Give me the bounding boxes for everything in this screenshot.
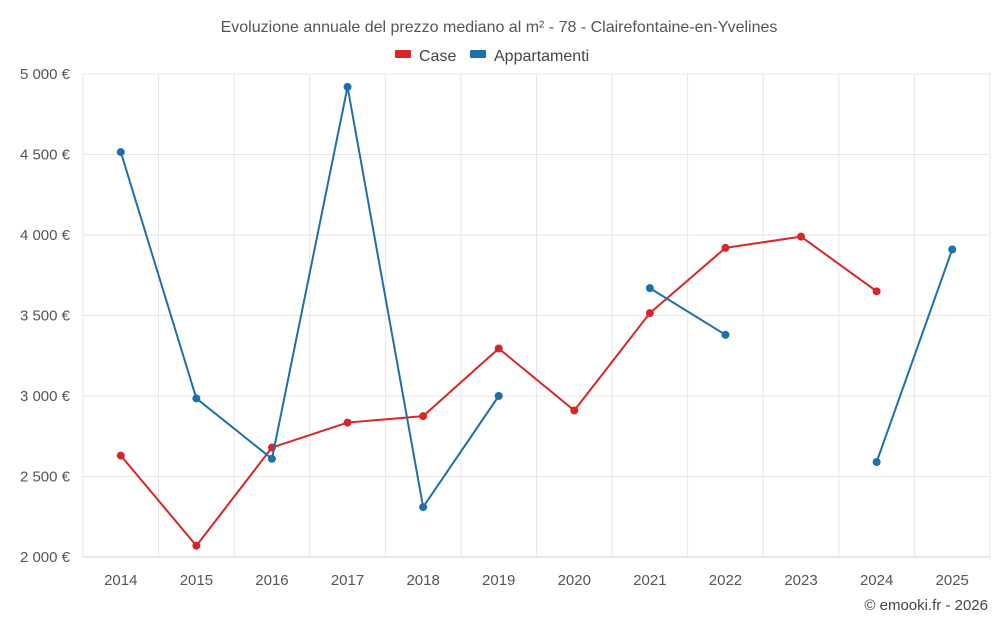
data-point[interactable] [494, 392, 503, 400]
data-point[interactable] [419, 503, 428, 512]
data-point[interactable] [645, 309, 654, 318]
data-point[interactable] [494, 344, 503, 353]
data-point[interactable] [116, 148, 125, 157]
y-tick-label: 2 000 € [20, 549, 71, 566]
x-tick-label: 2021 [633, 572, 666, 589]
x-tick-label: 2022 [709, 572, 742, 589]
data-point[interactable] [721, 330, 730, 339]
x-tick-label: 2014 [104, 572, 137, 589]
y-tick-label: 3 500 € [20, 308, 71, 325]
series-line [119, 85, 500, 509]
data-point[interactable] [343, 418, 352, 427]
series-line [875, 249, 954, 463]
x-tick-label: 2015 [180, 572, 213, 589]
data-point[interactable] [192, 394, 201, 403]
legend: Case Appartamenti [395, 48, 589, 65]
x-axis-ticks: 2014 2015 2016 2017 2018 2019 2020 2021 2022 2023… [104, 572, 969, 589]
data-point[interactable] [116, 451, 125, 460]
data-point[interactable] [721, 243, 730, 252]
series-case [116, 232, 881, 550]
y-tick-label: 4 500 € [20, 147, 71, 164]
x-tick-label: 2016 [255, 572, 288, 589]
legend-label[interactable]: Appartamenti [494, 48, 589, 65]
legend-label[interactable]: Case [419, 48, 456, 65]
data-point[interactable] [797, 232, 806, 241]
x-tick-label: 2025 [936, 572, 969, 589]
data-point[interactable] [570, 406, 579, 415]
chart-title: Evoluzione annuale del prezzo mediano al… [221, 19, 778, 36]
x-tick-label: 2020 [558, 572, 591, 589]
x-tick-label: 2024 [860, 572, 893, 589]
credit: © emooki.fr - 2026 [864, 597, 988, 614]
data-point[interactable] [872, 287, 881, 296]
series-line [649, 287, 726, 336]
data-point[interactable] [645, 284, 654, 293]
x-tick-label: 2019 [482, 572, 515, 589]
y-axis-ticks: 2 000 € 2 500 € 3 000 € 3 500 € 4 000 € 4 500… [20, 66, 71, 566]
data-point[interactable] [192, 541, 201, 550]
x-tick-label: 2017 [331, 572, 364, 589]
y-tick-label: 3 000 € [20, 388, 71, 405]
legend-swatch [470, 50, 486, 58]
x-tick-label: 2023 [784, 572, 817, 589]
data-point[interactable] [419, 412, 428, 421]
data-point[interactable] [343, 82, 352, 91]
y-tick-label: 2 500 € [20, 469, 71, 486]
y-tick-label: 4 000 € [20, 227, 71, 244]
data-point[interactable] [872, 458, 881, 467]
legend-swatch [395, 50, 411, 58]
data-point[interactable] [267, 454, 276, 463]
data-point[interactable] [948, 245, 957, 254]
series [116, 82, 957, 550]
grid [82, 73, 991, 558]
series-appartamenti [116, 82, 957, 512]
x-tick-label: 2018 [406, 572, 439, 589]
y-tick-label: 5 000 € [20, 66, 71, 83]
